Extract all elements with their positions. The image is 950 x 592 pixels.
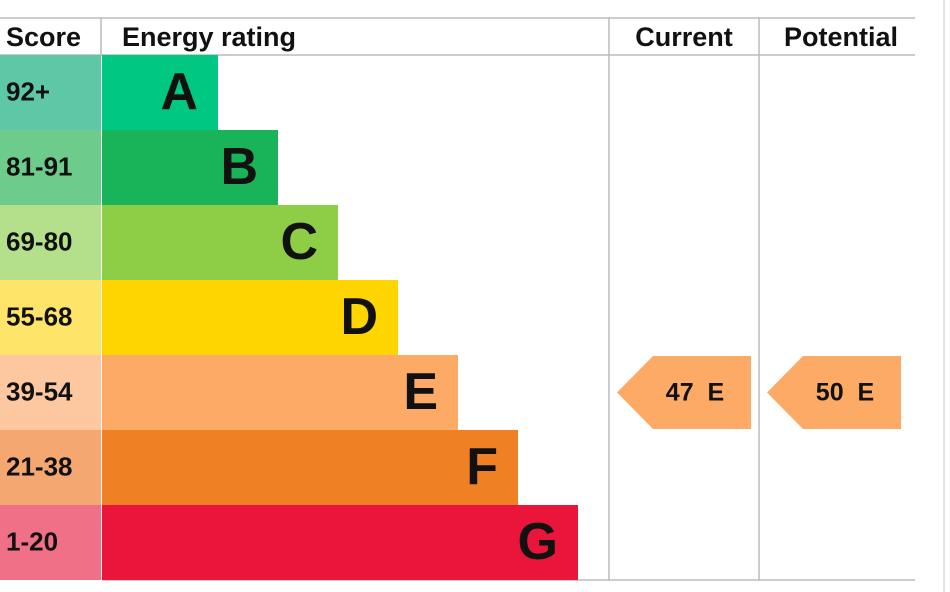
rating-letter: F (466, 438, 498, 496)
header-rating: Energy rating (122, 22, 296, 52)
rating-letter: G (518, 513, 558, 571)
current-arrow (617, 356, 751, 429)
potential-value: 50 (816, 378, 844, 406)
score-cell (0, 55, 101, 130)
score-label: 92+ (6, 76, 50, 106)
score-cell (0, 430, 101, 505)
rating-letter: B (220, 138, 258, 196)
rating-letter: D (340, 288, 378, 346)
score-label: 21-38 (6, 451, 73, 481)
header-potential: Potential (784, 22, 898, 52)
score-cell (0, 130, 101, 205)
current-letter: E (708, 378, 725, 406)
current-label: 47 E (666, 378, 724, 406)
score-label: 69-80 (6, 226, 73, 256)
potential-arrow (767, 356, 901, 429)
score-label: 39-54 (6, 376, 73, 406)
rating-bar (102, 355, 458, 430)
score-cell (0, 280, 101, 355)
score-cell (0, 355, 101, 430)
score-label: 81-91 (6, 151, 73, 181)
rating-bar (102, 505, 578, 580)
rating-bar (102, 130, 278, 205)
score-cell (0, 505, 101, 580)
rating-bar (102, 430, 518, 505)
rating-letter: C (280, 213, 318, 271)
potential-letter: E (858, 378, 875, 406)
rating-letter: A (160, 63, 198, 121)
header-score: Score (6, 22, 81, 52)
potential-label: 50 E (816, 378, 874, 406)
header-current: Current (635, 22, 733, 52)
score-label: 1-20 (6, 526, 58, 556)
rating-letter: E (403, 363, 438, 421)
current-value: 47 (666, 378, 694, 406)
rating-bar (102, 55, 218, 130)
rating-bar (102, 205, 338, 280)
rating-bar (102, 280, 398, 355)
score-cell (0, 205, 101, 280)
score-label: 55-68 (6, 301, 73, 331)
